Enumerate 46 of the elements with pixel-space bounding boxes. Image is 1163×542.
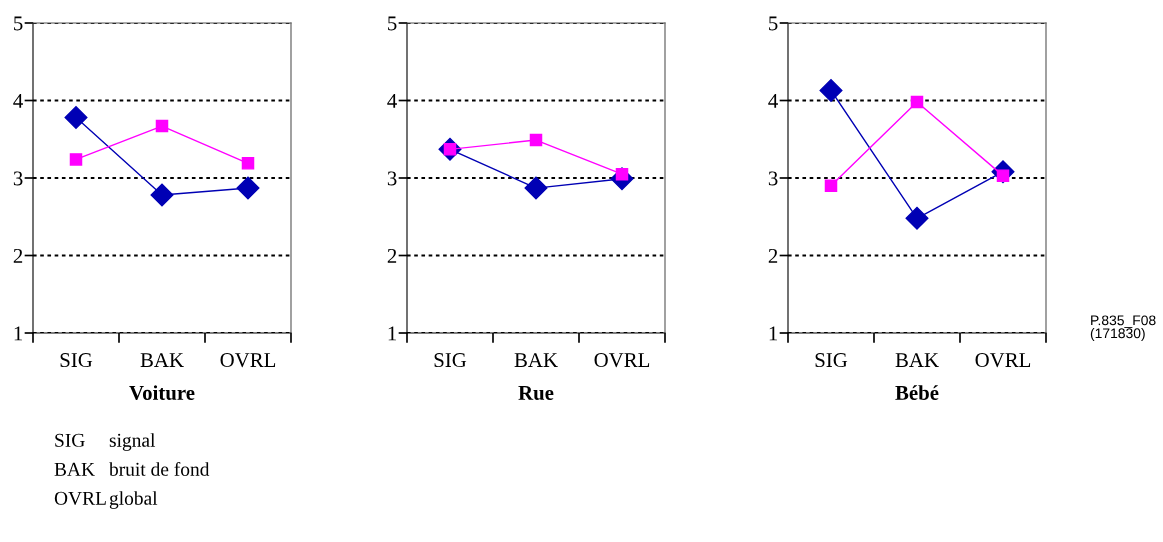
x-tick-label: SIG xyxy=(60,353,93,368)
x-tick-label: BAK xyxy=(140,353,184,367)
x-axis-title: Bébé xyxy=(895,385,939,400)
x-tick-label: BAK xyxy=(895,353,939,367)
y-tick-label: 1 xyxy=(14,326,23,341)
x-axis-title: Voiture xyxy=(129,385,195,400)
point xyxy=(910,95,924,109)
x-tick-label: BAK xyxy=(514,353,558,367)
text: P.835_F08 (171830) xyxy=(1090,315,1156,341)
text: OVRL xyxy=(54,491,106,505)
y-tick-label: 5 xyxy=(14,16,23,31)
point xyxy=(241,157,255,170)
y-tick-label: 3 xyxy=(387,171,397,186)
y-tick-label: 3 xyxy=(13,171,23,186)
text: SIG xyxy=(55,433,85,447)
point xyxy=(524,176,548,200)
y-tick-label: 1 xyxy=(769,326,778,341)
text: BAK xyxy=(54,462,95,476)
text: bruit de fond xyxy=(109,461,210,476)
y-tick-label: 2 xyxy=(387,248,397,263)
y-tick-label: 3 xyxy=(768,171,778,186)
point xyxy=(824,179,838,193)
y-tick-label: 4 xyxy=(768,94,778,108)
x-tick-label: OVRL xyxy=(220,353,276,368)
point xyxy=(69,153,83,166)
y-tick-label: 5 xyxy=(769,16,778,31)
point xyxy=(819,78,843,102)
y-tick-label: 1 xyxy=(388,326,397,341)
y-tick-label: 5 xyxy=(388,16,397,31)
text: signal xyxy=(109,433,156,451)
text: global xyxy=(109,491,158,509)
y-tick-label: 4 xyxy=(13,94,23,108)
point xyxy=(64,106,88,130)
point xyxy=(155,119,169,133)
y-tick-label: 2 xyxy=(768,248,778,263)
point xyxy=(236,176,260,200)
point xyxy=(905,206,929,230)
x-tick-label: OVRL xyxy=(594,353,650,368)
y-tick-label: 4 xyxy=(387,94,397,108)
x-tick-label: SIG xyxy=(434,353,467,368)
y-tick-label: 2 xyxy=(13,248,23,263)
point xyxy=(529,133,543,147)
x-tick-label: OVRL xyxy=(975,353,1031,368)
x-tick-label: SIG xyxy=(815,353,848,368)
point xyxy=(150,183,174,207)
x-axis-title: Rue xyxy=(518,386,554,400)
